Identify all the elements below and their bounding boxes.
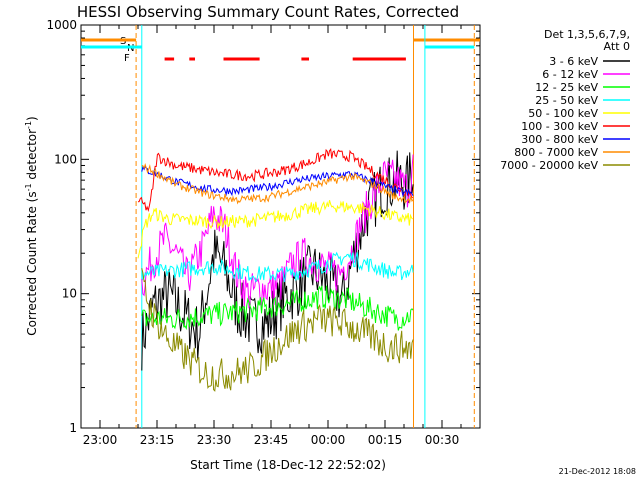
series-line-12-25-kev <box>141 285 414 331</box>
plot-frame <box>80 24 481 429</box>
x-tick-label: 23:30 <box>197 433 232 447</box>
x-tick-label: 00:30 <box>425 433 460 447</box>
legend-label: 50 - 100 keV <box>528 107 598 120</box>
footer-timestamp: 21-Dec-2012 18:08 <box>559 467 636 476</box>
y-axis-label: Corrected Count Rate (s-1 detector-1) <box>24 116 39 335</box>
series-line-800-7000-kev <box>141 162 414 205</box>
legend-label: 7000 - 20000 keV <box>500 159 598 172</box>
legend-label: 100 - 300 keV <box>521 120 598 133</box>
x-tick-label: 23:15 <box>140 433 175 447</box>
chart-title: HESSI Observing Summary Count Rates, Cor… <box>77 3 459 21</box>
y-tick-label: 1000 <box>46 18 77 32</box>
legend-header-line2: Att 0 <box>604 40 630 53</box>
x-tick-label: 23:45 <box>254 433 289 447</box>
legend-header-line1: Det 1,3,5,6,7,9, <box>544 28 630 41</box>
x-axis-label: Start Time (18-Dec-12 22:52:02) <box>190 458 386 472</box>
series-line-25-50-kev <box>141 251 414 283</box>
series-line-6-12-kev <box>141 154 414 309</box>
y-tick-label: 1 <box>69 421 77 435</box>
x-tick-label: 00:15 <box>368 433 403 447</box>
series-line-7000-20000-kev <box>141 268 414 392</box>
legend-label: 25 - 50 keV <box>535 94 598 107</box>
series-line-3-6-kev <box>141 150 414 371</box>
legend-label: 800 - 7000 keV <box>514 146 598 159</box>
legend-label: 6 - 12 keV <box>542 68 598 81</box>
series-line-100-300-kev <box>137 148 414 213</box>
y-tick-label: 10 <box>62 287 77 301</box>
x-tick-label: 00:00 <box>311 433 346 447</box>
series-line-50-100-kev <box>137 200 414 259</box>
y-tick-label: 100 <box>54 152 77 166</box>
x-tick-label: 23:00 <box>83 433 118 447</box>
legend-label: 3 - 6 keV <box>549 55 598 68</box>
axis-labels: Start Time (18-Dec-12 22:52:02) Correcte… <box>24 116 386 472</box>
legend-label: 12 - 25 keV <box>535 81 598 94</box>
legend-label: 300 - 800 keV <box>521 133 598 146</box>
flag-label-flare: F <box>124 53 130 64</box>
